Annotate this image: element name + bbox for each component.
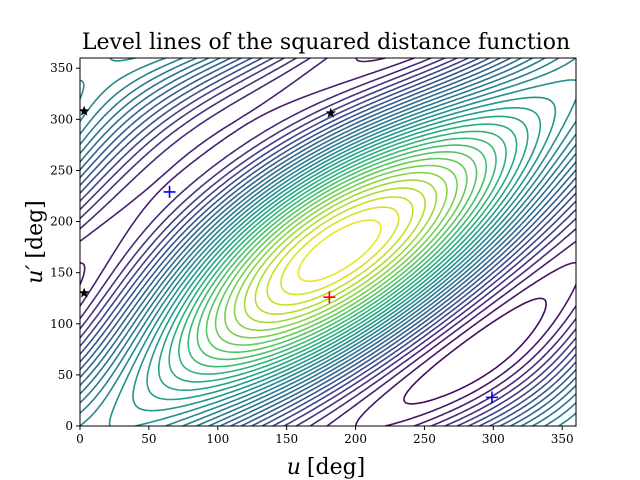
contour-level-line (205, 151, 478, 353)
y-tick-label: 350 (50, 61, 73, 75)
star-marker (325, 107, 336, 118)
x-tick-label: 300 (482, 432, 505, 446)
contour-level-line (80, 58, 576, 426)
x-tick-label: 250 (413, 432, 436, 446)
contour-level-line (132, 96, 557, 412)
contour-level-line (146, 107, 542, 401)
x-axis-variable: u (287, 455, 301, 480)
contour-level-line (80, 58, 576, 426)
contour-level-line (254, 187, 426, 315)
x-axis-ticks: 0 50 100 150 200 250 300 350 (76, 426, 574, 446)
contour-level-line (403, 297, 547, 405)
y-tick-label: 300 (50, 112, 73, 126)
x-tick-label: 350 (551, 432, 574, 446)
contour-level-line (168, 123, 518, 383)
plot-frame (79, 57, 577, 427)
contour-level-line (80, 58, 576, 426)
y-tick-label: 100 (50, 317, 73, 331)
contour-level-line (158, 115, 529, 391)
y-axis-variable: u′ (23, 265, 48, 284)
plus-marker (323, 291, 336, 304)
y-tick-label: 150 (50, 266, 73, 280)
x-tick-label: 50 (141, 432, 156, 446)
contour-level-line (224, 164, 458, 339)
chart-title: Level lines of the squared distance func… (82, 30, 570, 55)
y-tick-label: 0 (65, 419, 73, 433)
contour-level-line (178, 130, 507, 375)
contour-level-line (233, 171, 448, 332)
contour-level-line (243, 179, 438, 324)
contour-level-line (266, 196, 414, 306)
y-axis-label: u′ [deg] (23, 200, 48, 284)
x-tick-label: 100 (206, 432, 229, 446)
star-marker (80, 287, 90, 298)
plus-marker (485, 391, 498, 404)
contour-level-line (280, 206, 400, 296)
y-tick-label: 200 (50, 215, 73, 229)
marker-layer (80, 105, 498, 404)
contour-level-line (80, 58, 576, 426)
contour-level-line (80, 58, 576, 426)
plus-marker (163, 185, 176, 198)
x-tick-label: 200 (344, 432, 367, 446)
star-marker (80, 105, 90, 116)
x-axis-label: u [deg] (287, 455, 366, 480)
y-axis-ticks: 0 50 100 150 200 250 300 350 (50, 61, 80, 433)
y-tick-label: 50 (58, 368, 73, 382)
y-tick-label: 250 (50, 163, 73, 177)
contour-lines (80, 58, 576, 426)
contour-level-line (80, 58, 576, 426)
contour-level-line (214, 157, 468, 346)
contour-level-line (196, 144, 488, 361)
x-tick-label: 0 (76, 432, 84, 446)
x-tick-label: 150 (275, 432, 298, 446)
contour-level-line (187, 137, 497, 368)
contour-level-line (80, 58, 576, 426)
x-axis-unit: [deg] (307, 455, 365, 480)
contour-level-line (80, 58, 576, 426)
y-axis-unit: [deg] (23, 200, 48, 258)
contour-level-line (297, 219, 382, 283)
